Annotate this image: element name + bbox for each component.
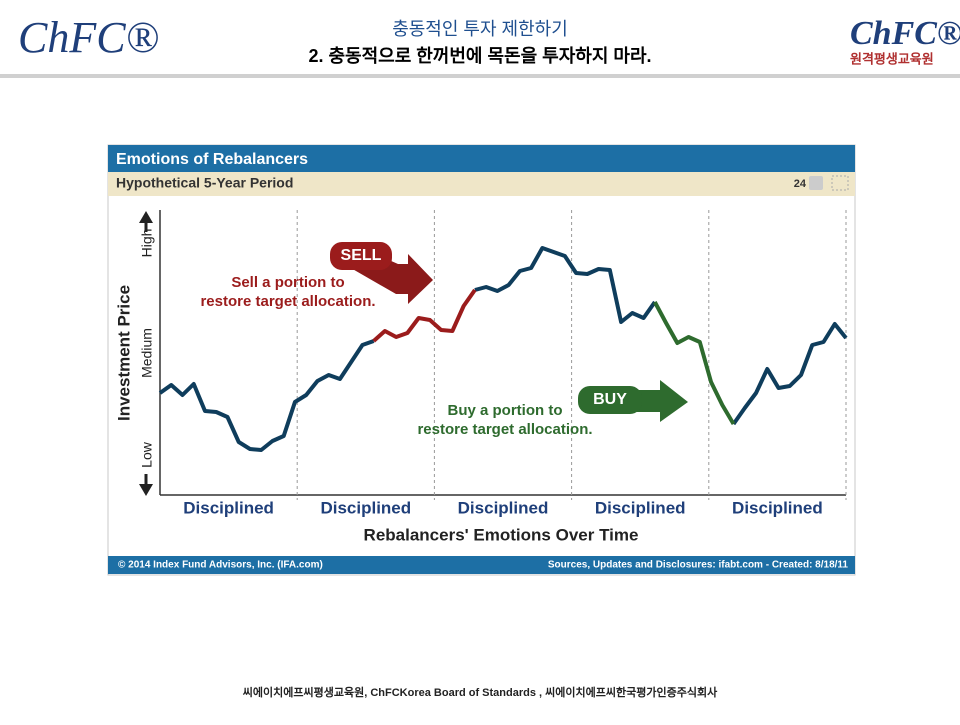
- logo-right-sub: 원격평생교육원: [850, 51, 934, 66]
- price-line: [653, 301, 736, 426]
- plot-area: Investment Price Rebalancers' Emotions O…: [114, 210, 848, 544]
- period-label: Disciplined: [732, 498, 823, 517]
- chart-footer-bar: [108, 556, 855, 574]
- price-line: [158, 246, 848, 452]
- footer: 씨에이치에프씨평생교육원, ChFCKorea Board of Standar…: [243, 685, 718, 699]
- period-label: Disciplined: [595, 498, 686, 517]
- sell-badge: [330, 242, 392, 270]
- period-label: Disciplined: [183, 498, 274, 517]
- y-tick-label: Medium: [139, 328, 155, 378]
- expand-icon[interactable]: [831, 175, 849, 191]
- period-label: Disciplined: [320, 498, 411, 517]
- sell-note: restore target allocation.: [200, 293, 375, 310]
- sell-note: Sell a portion to: [231, 274, 344, 291]
- like-icon[interactable]: [809, 176, 823, 190]
- chart-subtitle: Hypothetical 5-Year Period: [116, 175, 293, 191]
- buy-badge-text: BUY: [593, 391, 627, 408]
- buy-note: restore target allocation.: [417, 421, 592, 438]
- chart-frame: [107, 144, 856, 576]
- chart-title-bar: [108, 145, 855, 172]
- header-rule: [0, 74, 960, 78]
- buy-badge: [578, 386, 642, 414]
- slide-subtitle: 2. 충동적으로 한꺼번에 목돈을 투자하지 마라.: [308, 46, 651, 66]
- logo-right: ChFC®: [850, 15, 960, 52]
- chart-title: Emotions of Rebalancers: [116, 151, 308, 168]
- y-tick-label: High: [139, 229, 155, 258]
- logo-left: ChFC®: [18, 13, 159, 62]
- buy-note: Buy a portion to: [448, 402, 563, 419]
- sell-badge-text: SELL: [341, 247, 382, 264]
- price-line: [372, 288, 477, 343]
- chart-subtitle-bar: [108, 172, 855, 196]
- y-axis-title: Investment Price: [114, 285, 133, 421]
- likes-count: 24: [794, 178, 807, 190]
- chart-credit: © 2014 Index Fund Advisors, Inc. (IFA.co…: [118, 560, 323, 571]
- chart-source: Sources, Updates and Disclosures: ifabt.…: [548, 560, 849, 571]
- period-label: Disciplined: [458, 498, 549, 517]
- slide-title: 충동적인 투자 제한하기: [392, 19, 568, 39]
- x-axis-title: Rebalancers' Emotions Over Time: [364, 525, 639, 544]
- y-tick-label: Low: [139, 441, 155, 468]
